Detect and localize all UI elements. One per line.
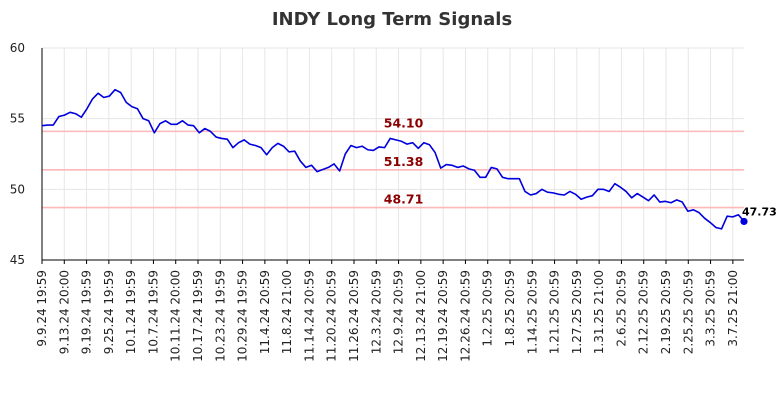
x-tick-label: 11.8.24 21:00	[280, 270, 294, 354]
x-tick-label: 9.19.24 19:59	[80, 270, 94, 354]
threshold-label: 51.38	[384, 154, 424, 169]
x-tick-label: 1.27.25 20:59	[570, 270, 584, 354]
x-tick-label: 2.6.25 20:59	[614, 270, 628, 347]
x-tick-label: 2.12.25 20:59	[637, 270, 651, 354]
x-tick-label: 12.9.24 20:59	[392, 270, 406, 354]
x-tick-label: 10.1.24 19:59	[124, 270, 138, 354]
x-tick-label: 10.29.24 19:59	[236, 270, 250, 362]
threshold-label: 54.10	[384, 115, 424, 130]
x-tick-label: 12.26.24 20:59	[458, 270, 472, 362]
x-tick-label: 12.13.24 21:00	[414, 270, 428, 362]
y-tick-label: 45	[10, 253, 25, 267]
x-tick-label: 9.13.24 20:00	[57, 270, 71, 354]
y-tick-label: 50	[10, 182, 25, 196]
x-tick-label: 11.14.24 20:59	[302, 270, 316, 362]
threshold-layer	[42, 130, 744, 209]
label-layer: 54.10 51.38 48.71 47.73	[384, 115, 777, 218]
grid-layer	[41, 47, 744, 261]
x-tick-label: 3.3.25 20:59	[704, 270, 718, 347]
chart-title: INDY Long Term Signals	[272, 9, 512, 30]
x-tick-label: 10.11.24 20:00	[169, 270, 183, 362]
x-tick-label: 10.23.24 19:59	[213, 270, 227, 362]
x-tick-label: 11.26.24 20:59	[347, 270, 361, 362]
series-layer	[41, 88, 748, 230]
x-tick-label: 12.3.24 20:59	[369, 270, 383, 354]
series-line	[41, 88, 745, 230]
axis-layer: 45 50 55 60 9.9.24 19:59 9.13.24 20:00 9.19.24…	[10, 41, 744, 362]
x-tick-label: 3.7.25 21:00	[726, 270, 740, 347]
x-tick-label: 12.19.24 20:59	[436, 270, 450, 362]
x-tick-label: 2.25.25 20:59	[681, 270, 695, 354]
x-tick-label: 1.2.25 20:59	[481, 270, 495, 347]
x-tick-label: 1.21.25 20:59	[548, 270, 562, 354]
x-tick-label: 9.25.24 19:59	[102, 270, 116, 354]
x-tick-label: 11.4.24 20:59	[258, 270, 272, 354]
threshold-label: 48.71	[384, 192, 424, 207]
x-tick-label: 9.9.24 19:59	[35, 270, 49, 347]
x-tick-label: 10.17.24 19:59	[191, 270, 205, 362]
last-point-marker	[740, 217, 748, 226]
y-tick-label: 60	[10, 41, 25, 55]
x-tick-label: 10.7.24 19:59	[146, 270, 160, 354]
x-tick-label: 1.14.25 20:59	[525, 270, 539, 354]
last-value-label: 47.73	[742, 205, 777, 218]
x-tick-label: 1.8.25 20:59	[503, 270, 517, 347]
x-tick-label: 11.20.24 20:59	[325, 270, 339, 362]
x-tick-label: 1.31.25 21:00	[592, 270, 606, 354]
x-tick-label: 2.19.25 20:59	[659, 270, 673, 354]
y-tick-label: 55	[10, 112, 25, 126]
